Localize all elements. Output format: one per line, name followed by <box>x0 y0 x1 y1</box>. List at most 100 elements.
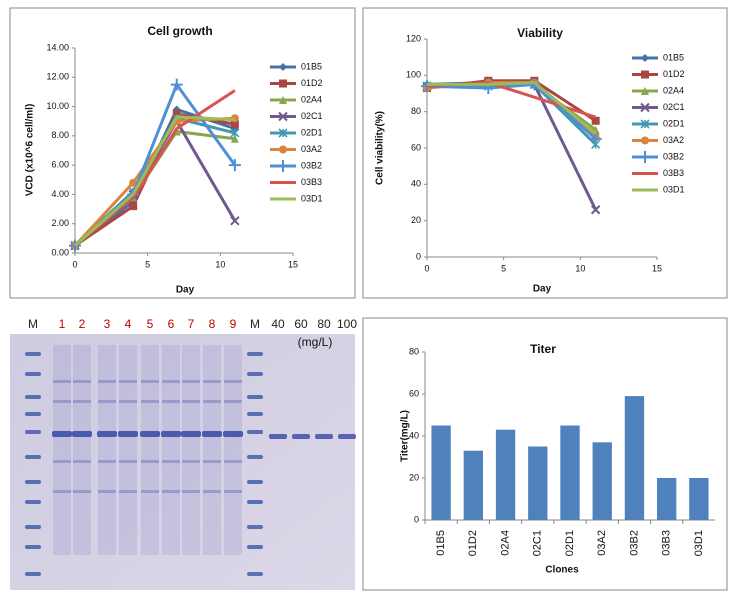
x-tick-label: 01D2 <box>467 530 479 556</box>
legend-marker <box>641 54 649 62</box>
series-line <box>74 115 235 247</box>
gel-band <box>118 431 138 437</box>
legend-label: 01D2 <box>663 69 685 79</box>
gel: M 1 2 3 4 5 6 7 8 9 M 40 60 80 100(mg/L) <box>25 317 357 576</box>
series-line <box>427 81 597 135</box>
gel-smear <box>98 345 116 555</box>
gel-band <box>247 545 263 549</box>
gel-band <box>25 395 41 399</box>
gel-band <box>140 431 160 437</box>
y-tick-label: 100 <box>406 70 421 80</box>
legend-label: 02D1 <box>663 118 685 128</box>
bar <box>528 446 548 520</box>
lane-label: 60 <box>294 317 308 331</box>
gel-band <box>203 460 221 463</box>
y-axis-label: VCD (x10^6 cell/ml) <box>25 104 36 197</box>
legend-marker <box>277 160 289 172</box>
gel-band <box>98 490 116 493</box>
y-tick-label: 60 <box>411 142 421 152</box>
y-tick-label: 10.00 <box>46 101 69 111</box>
chart-title: Titer <box>530 342 556 356</box>
marker <box>230 128 240 138</box>
gel-band <box>247 395 263 399</box>
bar <box>624 396 645 520</box>
gel-band <box>25 412 41 416</box>
legend-marker <box>278 128 288 138</box>
gel-band <box>247 500 263 504</box>
gel-band <box>269 434 287 439</box>
marker <box>69 239 81 252</box>
y-tick-label: 40 <box>409 430 419 440</box>
y-axis-label: Titer(mg/L) <box>400 410 411 462</box>
gel-band <box>25 545 41 549</box>
gel-band <box>181 431 201 437</box>
legend-label: 03B3 <box>301 177 322 187</box>
gel-unit: (mg/L) <box>298 335 333 349</box>
gel-band <box>119 400 137 403</box>
x-tick-label: 0 <box>72 259 77 269</box>
legend-label: 02C1 <box>663 102 685 112</box>
gel-band <box>203 490 221 493</box>
legend-label: 03A2 <box>663 135 684 145</box>
marker <box>170 78 183 91</box>
gel-band <box>247 480 263 484</box>
bar <box>592 442 612 520</box>
gel-band <box>202 431 222 437</box>
legend-label: 01B5 <box>663 52 684 62</box>
gel-band <box>98 380 116 383</box>
x-tick-label: 15 <box>652 263 662 273</box>
legend-marker <box>640 102 650 113</box>
marker <box>230 134 239 143</box>
legend-label: 03B3 <box>663 168 684 178</box>
gel-band <box>53 400 71 403</box>
panel-frame <box>362 7 728 299</box>
legend-label: 01B5 <box>301 61 322 71</box>
gel-band <box>162 380 180 383</box>
gel-band <box>25 352 41 356</box>
gel-band <box>53 490 71 493</box>
y-tick-label: 4.00 <box>51 189 69 199</box>
gel-band <box>25 525 41 529</box>
series-line <box>426 82 597 141</box>
legend-marker <box>279 145 287 154</box>
y-tick-label: 20 <box>411 215 421 225</box>
gel-band <box>25 500 41 504</box>
x-tick-label: 10 <box>215 259 225 269</box>
lane-label: M <box>28 317 38 331</box>
legend-marker <box>278 111 288 122</box>
x-axis-label: Day <box>533 284 552 295</box>
gel-band <box>247 412 263 416</box>
lane-label: 40 <box>271 317 285 331</box>
gel-band <box>224 490 242 493</box>
gel-band <box>161 431 181 437</box>
gel-smear <box>141 345 159 555</box>
x-tick-label: 03B2 <box>628 530 640 556</box>
gel-smear <box>224 345 242 555</box>
gel-band <box>119 490 137 493</box>
y-tick-label: 0 <box>416 251 421 261</box>
gel-band <box>25 572 41 576</box>
y-tick-label: 8.00 <box>51 130 69 140</box>
gel-band <box>223 431 243 437</box>
y-tick-label: 0.00 <box>51 247 69 257</box>
legend-label: 02A4 <box>663 85 684 95</box>
x-tick-label: 02D1 <box>564 530 576 556</box>
x-tick-label: 10 <box>575 263 585 273</box>
x-tick-label: 01B5 <box>435 530 447 556</box>
y-tick-label: 120 <box>406 33 421 43</box>
lane-label: 4 <box>125 317 132 331</box>
legend-label: 02A4 <box>301 94 322 104</box>
marker <box>129 178 138 187</box>
gel-band <box>73 380 91 383</box>
chart-title: Viability <box>517 26 563 40</box>
bar <box>463 450 483 520</box>
y-tick-label: 60 <box>409 388 419 398</box>
legend-marker <box>641 136 649 145</box>
gel-smear <box>182 345 200 555</box>
y-tick-label: 80 <box>409 346 419 356</box>
y-tick-label: 12.00 <box>46 72 69 82</box>
x-tick-label: 5 <box>501 263 506 273</box>
gel-band <box>52 431 72 437</box>
x-tick-label: 03A2 <box>596 530 608 556</box>
